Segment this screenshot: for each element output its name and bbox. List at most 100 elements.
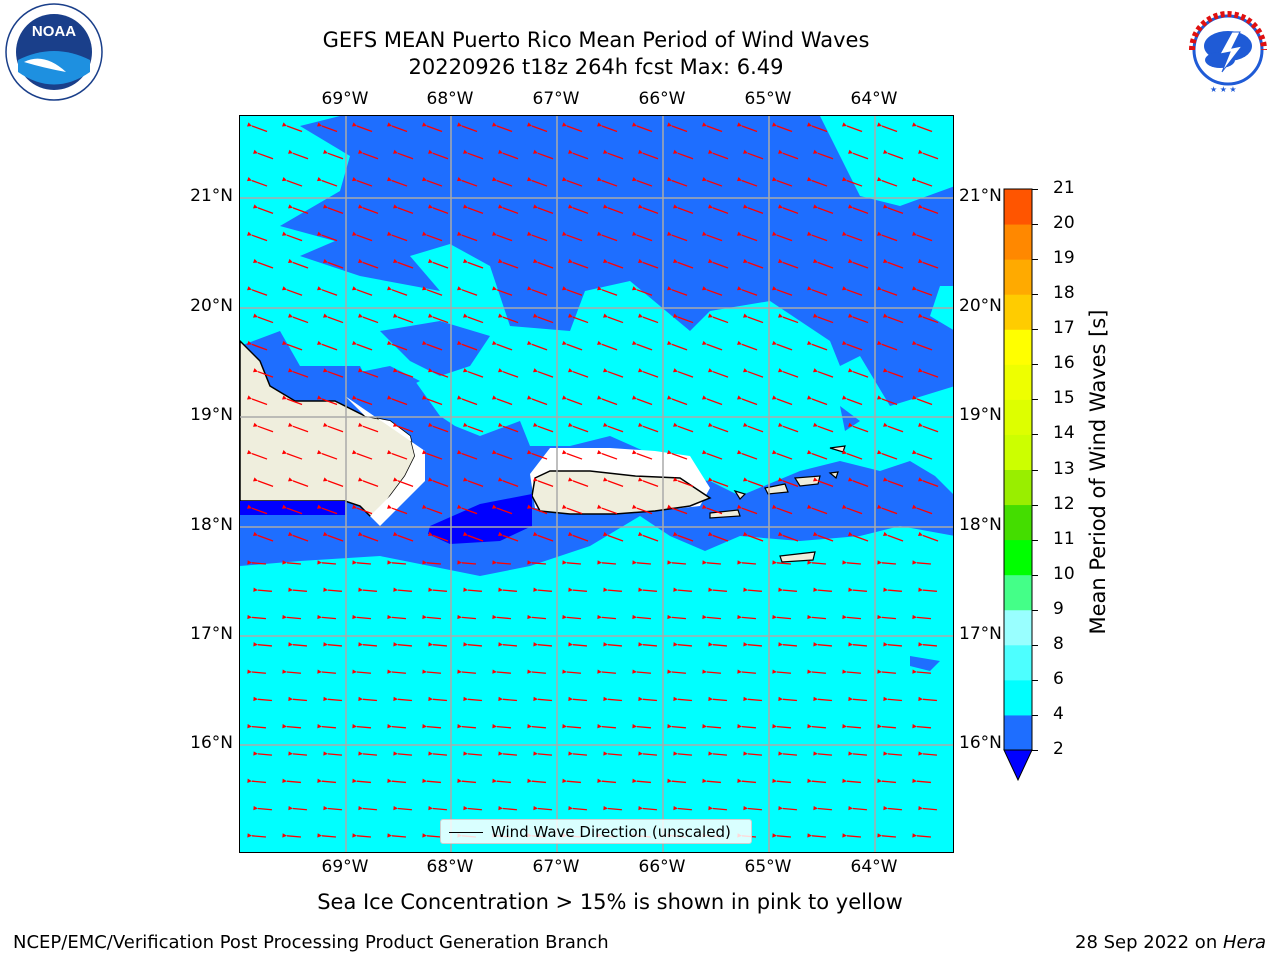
wind-arrow xyxy=(776,125,793,133)
wind-arrow-head xyxy=(533,642,538,647)
wind-arrow xyxy=(397,807,413,811)
colorbar-tick-label: 13 xyxy=(1053,458,1075,479)
wind-arrow xyxy=(251,507,268,515)
wind-arrow xyxy=(391,452,408,460)
wind-arrow-head xyxy=(323,587,328,592)
wind-arrow xyxy=(257,534,274,542)
wind-arrow xyxy=(327,753,343,756)
legend-line-swatch xyxy=(449,832,483,833)
wind-arrow xyxy=(712,644,728,647)
wind-arrow xyxy=(397,753,413,756)
wind-arrow-head xyxy=(393,531,398,537)
wind-arrow xyxy=(636,343,653,351)
wind-arrow-head xyxy=(527,669,532,674)
wind-arrow-head xyxy=(603,204,608,209)
wind-arrow-head xyxy=(527,450,532,455)
wind-arrow-head xyxy=(708,258,713,264)
wind-arrow xyxy=(677,807,693,811)
wind-arrow-head xyxy=(673,696,678,702)
wind-arrow-head xyxy=(597,177,602,182)
wind-arrow xyxy=(671,780,687,784)
lat-label-left: 20°N xyxy=(190,296,233,316)
lon-label-top: 64°W xyxy=(850,89,898,109)
wind-arrow xyxy=(642,425,659,433)
wind-arrow xyxy=(321,179,338,187)
wind-arrow xyxy=(257,480,274,487)
wind-arrow xyxy=(782,807,798,811)
wind-arrow-head xyxy=(253,368,258,373)
wind-arrow-head xyxy=(918,204,923,209)
colorbar-tick-label: 8 xyxy=(1053,633,1064,654)
wind-arrow xyxy=(741,179,758,187)
wind-arrow-head xyxy=(638,258,643,264)
wind-arrow-head xyxy=(463,696,468,702)
wind-arrow-head xyxy=(737,778,742,783)
wind-arrow-head xyxy=(317,177,322,182)
wind-arrow xyxy=(356,507,373,515)
wind-arrow-head xyxy=(918,422,923,427)
colorbar-segment xyxy=(1004,679,1032,716)
wind-arrow xyxy=(502,207,519,214)
wind-arrow-head xyxy=(387,231,392,236)
wind-arrow xyxy=(397,698,413,702)
wind-arrow xyxy=(292,425,309,433)
wind-arrow-head xyxy=(387,286,392,291)
wind-arrow-head xyxy=(288,422,293,427)
wind-arrow xyxy=(426,616,442,620)
wind-arrow-head xyxy=(603,422,608,427)
wind-arrow-head xyxy=(603,587,608,592)
wind-arrow-head xyxy=(702,286,707,291)
wind-arrow xyxy=(321,835,337,838)
wind-arrow xyxy=(537,807,553,811)
wind-arrow xyxy=(362,534,379,542)
wind-arrow xyxy=(426,671,442,674)
wind-arrow xyxy=(916,725,932,729)
wind-arrow xyxy=(852,807,868,811)
wind-arrow-head xyxy=(772,504,777,509)
wind-arrow-head xyxy=(638,368,643,373)
wind-arrow-head xyxy=(323,531,328,537)
wind-arrow xyxy=(846,179,863,187)
wind-arrow-head xyxy=(317,724,322,729)
wind-arrow xyxy=(362,644,378,647)
wind-arrow-head xyxy=(422,450,427,455)
wind-arrow-head xyxy=(848,149,853,154)
wind-arrow xyxy=(461,507,478,515)
wind-arrow-head xyxy=(702,340,707,345)
wind-arrow-head xyxy=(743,642,748,647)
wind-arrow xyxy=(881,835,897,838)
wind-arrow xyxy=(467,698,483,702)
wind-arrow-head xyxy=(918,805,923,811)
wind-arrow xyxy=(712,316,729,324)
wind-arrow-head xyxy=(632,122,637,127)
wind-arrow-head xyxy=(352,286,357,291)
colorbar-tick-mark xyxy=(1032,294,1038,296)
wind-arrow xyxy=(747,425,764,433)
wind-arrow xyxy=(677,589,693,592)
wind-arrow xyxy=(881,562,897,565)
wind-arrow-head xyxy=(702,778,707,783)
wind-arrow xyxy=(636,179,653,187)
wind-arrow xyxy=(922,261,939,269)
wind-arrow-head xyxy=(422,122,427,127)
wind-arrow-head xyxy=(457,560,462,565)
colorbar-segment xyxy=(1004,364,1032,400)
wind-arrow xyxy=(887,534,904,542)
wind-arrow xyxy=(811,725,827,729)
wind-arrow xyxy=(292,698,308,702)
wind-arrow-head xyxy=(253,751,258,756)
wind-arrow-head xyxy=(883,696,888,702)
wind-arrow-head xyxy=(428,531,433,537)
wind-arrow-head xyxy=(597,724,602,729)
wind-arrow xyxy=(741,289,758,296)
wind-arrow-head xyxy=(813,477,818,482)
wind-arrow xyxy=(292,807,308,811)
wind-arrow xyxy=(531,179,548,187)
wind-arrow xyxy=(811,179,828,187)
wind-arrow xyxy=(461,452,478,460)
wind-arrow-head xyxy=(358,751,363,756)
wind-arrow-head xyxy=(807,122,812,127)
wind-arrow xyxy=(601,398,618,406)
wind-arrow-head xyxy=(282,231,287,236)
wind-arrow-head xyxy=(457,614,462,620)
